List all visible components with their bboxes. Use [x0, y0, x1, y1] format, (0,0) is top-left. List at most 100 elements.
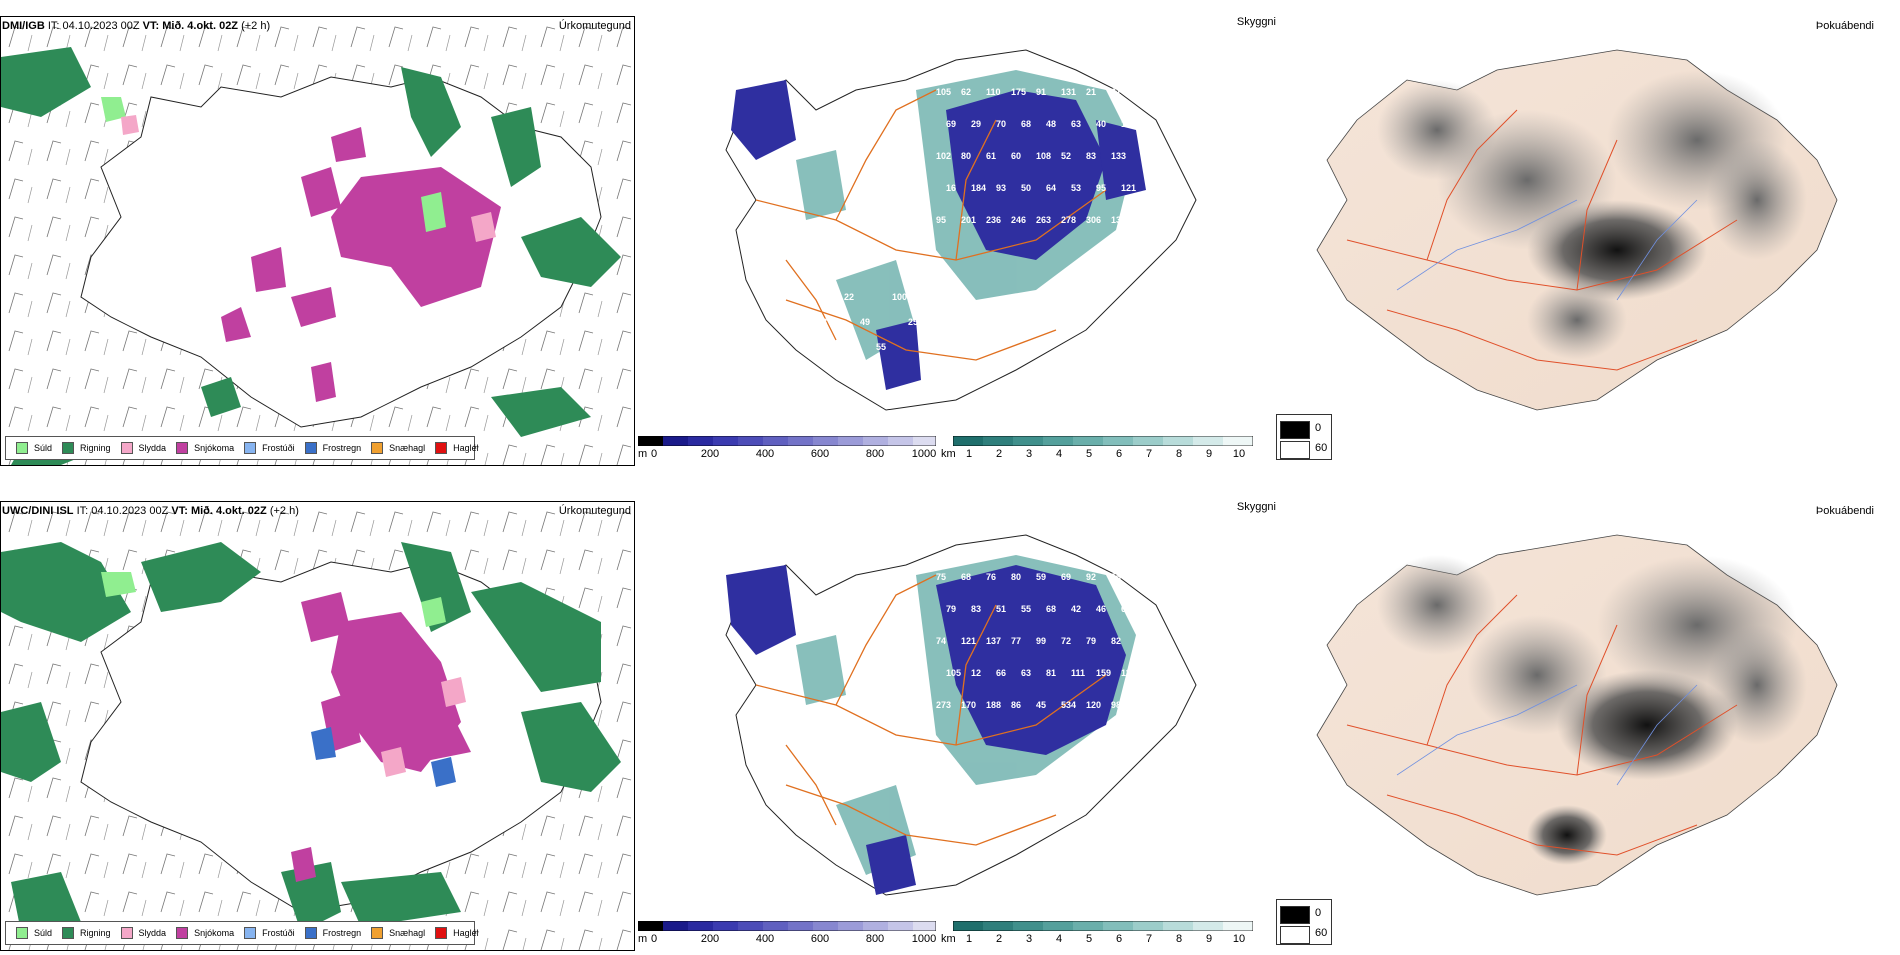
ceiling-value: 81: [1046, 668, 1056, 678]
legend-item: Snæhagl: [371, 927, 425, 939]
ceiling-value: 117: [1121, 668, 1136, 678]
legend-item: Rigning: [62, 927, 111, 939]
precip-map: [1, 502, 634, 950]
model-row-2: Súld Rigning Slydda Snjókoma Frostúði Frostre…: [0, 485, 1900, 955]
fog-legend-swatch-light: [1280, 441, 1310, 459]
ceiling-value: 80: [1011, 572, 1021, 582]
ceiling-value: 263: [1036, 215, 1051, 225]
legend-label: Rigning: [80, 928, 111, 938]
legend-item: Frostúði: [244, 927, 295, 939]
ceiling-value: 42: [1071, 604, 1081, 614]
legend-swatch: [304, 442, 317, 454]
precip-title: Úrkomutegund: [558, 20, 631, 32]
ceiling-value: 55: [876, 342, 886, 352]
ceiling-value: 133: [1111, 151, 1126, 161]
visibility-tick: 1: [965, 448, 973, 460]
ceiling-value: 22: [844, 292, 854, 302]
ceiling-value: 81: [812, 802, 822, 812]
ceiling-value: 68: [961, 572, 971, 582]
ceiling-colorbar: m 0 200 400 600 800 1000: [638, 921, 936, 951]
ceiling-value: 93: [996, 183, 1006, 193]
legend-item: Haglél: [435, 927, 479, 939]
legend-label: Slydda: [138, 928, 167, 938]
precip-type-panel: Súld Rigning Slydda Snjókoma Frostúði Frostre…: [0, 0, 635, 470]
ceiling-value: 131: [1061, 87, 1076, 97]
visibility-tick: 5: [1085, 933, 1093, 945]
fog-legend-swatch-dark: [1280, 421, 1310, 439]
fog-panel: Þokuábendi: [1277, 0, 1900, 470]
ceiling-tick: 800: [865, 933, 885, 945]
visibility-tick: 8: [1175, 933, 1183, 945]
ceiling-tick: 1000: [911, 448, 937, 460]
init-time: 04.10.2023 00Z: [91, 505, 169, 517]
ceiling-value: 62: [961, 87, 971, 97]
visibility-map: 75 68 76 80 59 69 92 56 79 83 51 55 68 42 46 65 74 121 137…: [725, 534, 1197, 896]
legend-item: Rigning: [62, 442, 111, 454]
ceiling-value: 91: [1036, 87, 1046, 97]
legend-label: Rigning: [80, 443, 111, 453]
ceiling-value: 159: [1096, 668, 1111, 678]
visibility-gradient: [953, 921, 1253, 931]
ceiling-value: 108: [1036, 151, 1051, 161]
ceiling-value: 74: [936, 636, 946, 646]
legend-swatch: [176, 927, 189, 939]
legend-swatch: [371, 927, 384, 939]
legend-label: Haglél: [453, 443, 479, 453]
model-name: UWC/DINI ISL: [2, 505, 74, 517]
legend-swatch: [62, 927, 75, 939]
ceiling-tick: 400: [755, 448, 775, 460]
legend-label: Snjókoma: [194, 928, 235, 938]
ceiling-value: 59: [1036, 572, 1046, 582]
legend-label: Frostregn: [322, 928, 362, 938]
ceiling-value: 82: [1111, 636, 1121, 646]
legend-label: Slydda: [138, 443, 167, 453]
legend-item: Snjókoma: [176, 442, 234, 454]
init-time: 04.10.2023 00Z: [62, 20, 140, 32]
legend-label: Frostúði: [262, 928, 295, 938]
ceiling-tick: 0: [650, 933, 658, 945]
ceiling-value: 83: [971, 604, 981, 614]
visibility-colorbar: km 1 2 3 4 5 6 7 8 9 10: [941, 921, 1271, 951]
ceiling-value: 95: [936, 215, 946, 225]
ceiling-value: 63: [1021, 668, 1031, 678]
ceiling-value: 79: [1086, 636, 1096, 646]
ceiling-value: 236: [986, 215, 1001, 225]
panel-header: DMI/IGB IT: 04.10.2023 00Z VT: Mið. 4.ok…: [2, 20, 270, 32]
visibility-tick: 9: [1205, 448, 1213, 460]
ceiling-value: 65: [1121, 604, 1131, 614]
precip-map-frame: Súld Rigning Slydda Snjókoma Frostúði Frostre…: [0, 16, 635, 466]
legend-item: Frostregn: [304, 442, 361, 454]
ceiling-value: 53: [796, 777, 806, 787]
ceiling-tick: 400: [755, 933, 775, 945]
ceiling-value: 98: [1111, 700, 1121, 710]
fog-legend: 0 60: [1276, 414, 1332, 460]
ceiling-value: 111: [1071, 668, 1085, 678]
fog-title: Þokuábendi: [1815, 20, 1874, 32]
legend-label: Snjókoma: [194, 443, 235, 453]
visibility-tick: 3: [1025, 933, 1033, 945]
fog-legend-label: 0: [1315, 907, 1322, 919]
legend-label: Snæhagl: [389, 928, 426, 938]
ceiling-value: 51: [996, 604, 1006, 614]
ceiling-tick: 1000: [911, 933, 937, 945]
legend-item: Slydda: [120, 927, 167, 939]
legend-swatch: [176, 442, 189, 454]
ceiling-value: 69: [946, 119, 956, 129]
it-label: IT:: [47, 20, 60, 32]
ceiling-value: 68: [1046, 604, 1056, 614]
ceiling-value: 273: [936, 700, 951, 710]
fog-legend-swatch-dark: [1280, 906, 1310, 924]
ceiling-value: 72: [1061, 636, 1071, 646]
legend-item: Súld: [16, 927, 52, 939]
ceiling-value: 50: [1021, 183, 1031, 193]
precip-map-frame: Súld Rigning Slydda Snjókoma Frostúði Frostre…: [0, 501, 635, 951]
visibility-tick: 4: [1055, 448, 1063, 460]
fog-map: [1316, 534, 1838, 896]
legend-swatch: [244, 442, 257, 454]
ceiling-value: 170: [961, 700, 976, 710]
ceiling-value: 99: [1036, 636, 1046, 646]
ceiling-value: 75: [936, 572, 946, 582]
ceiling-value: 257: [908, 317, 923, 327]
legend-label: Frostúði: [262, 443, 295, 453]
